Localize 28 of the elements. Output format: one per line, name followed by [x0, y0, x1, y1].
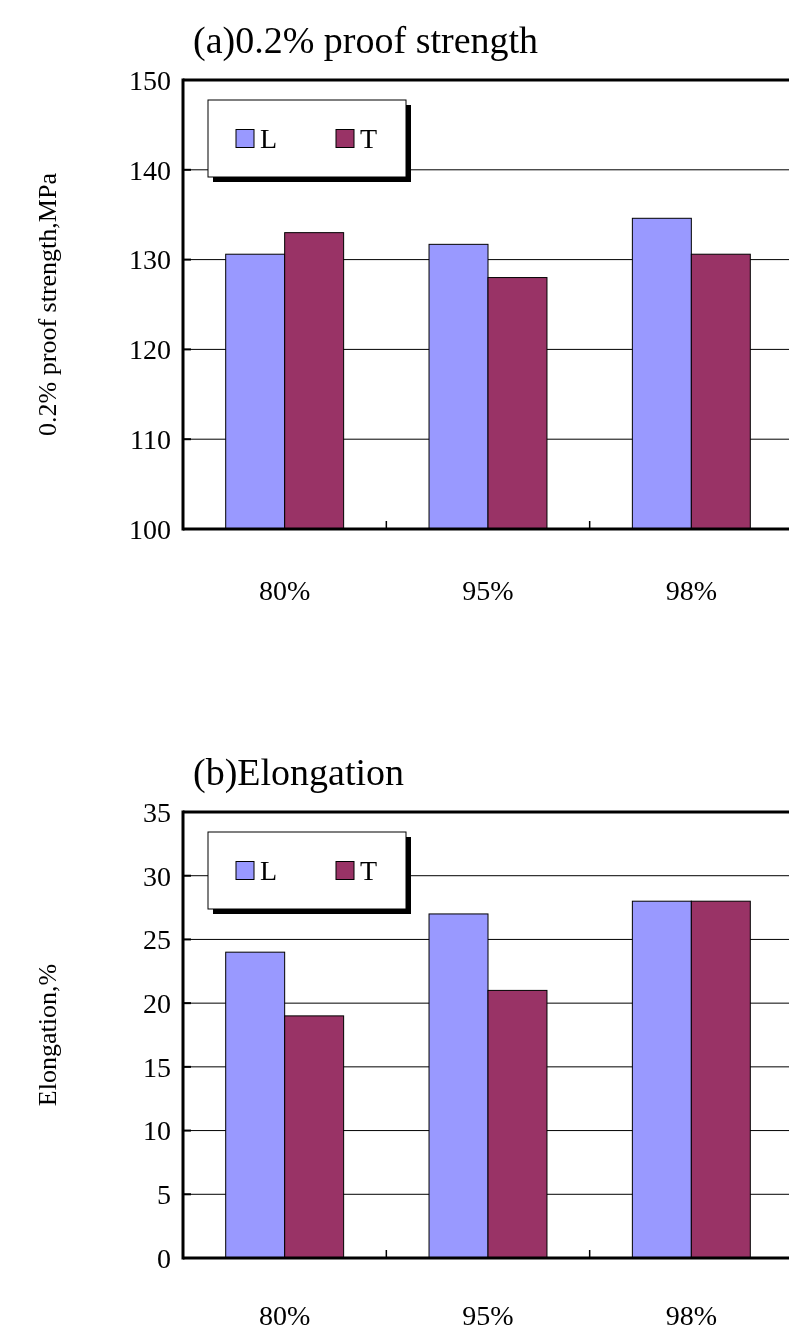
x-tick-label: 95%: [462, 575, 514, 606]
y-tick-label: 140: [129, 154, 171, 186]
x-tick-label: 80%: [259, 575, 311, 606]
y-axis-title: 0.2% proof strength,MPa: [33, 172, 62, 436]
y-tick-label: 110: [130, 424, 171, 455]
y-tick-label: 15: [143, 1051, 171, 1083]
x-tick-label: 95%: [462, 1300, 514, 1331]
chart-title: (b)Elongation: [193, 751, 405, 794]
x-tick-label: 80%: [259, 1300, 311, 1331]
x-tick-label: 98%: [665, 575, 717, 606]
y-tick-label: 20: [143, 987, 171, 1019]
y-tick-label: 100: [129, 513, 171, 545]
y-tick-label: 5: [157, 1179, 171, 1211]
x-tick-label: 98%: [665, 1300, 717, 1331]
legend-label: L: [260, 855, 278, 887]
y-axis-title: Elongation,%: [33, 963, 62, 1107]
legend-label: T: [360, 123, 378, 155]
y-tick-label: 0: [157, 1242, 171, 1274]
legend-label: T: [360, 855, 378, 887]
y-tick-label: 35: [143, 796, 171, 828]
chart-title: (a)0.2% proof strength: [193, 19, 539, 62]
y-tick-label: 150: [129, 64, 171, 96]
y-tick-label: 130: [129, 244, 171, 276]
y-tick-label: 25: [143, 924, 171, 956]
y-tick-label: 120: [129, 334, 171, 366]
y-tick-label: 30: [143, 860, 171, 892]
y-tick-label: 10: [143, 1115, 171, 1147]
legend-label: L: [260, 123, 278, 155]
